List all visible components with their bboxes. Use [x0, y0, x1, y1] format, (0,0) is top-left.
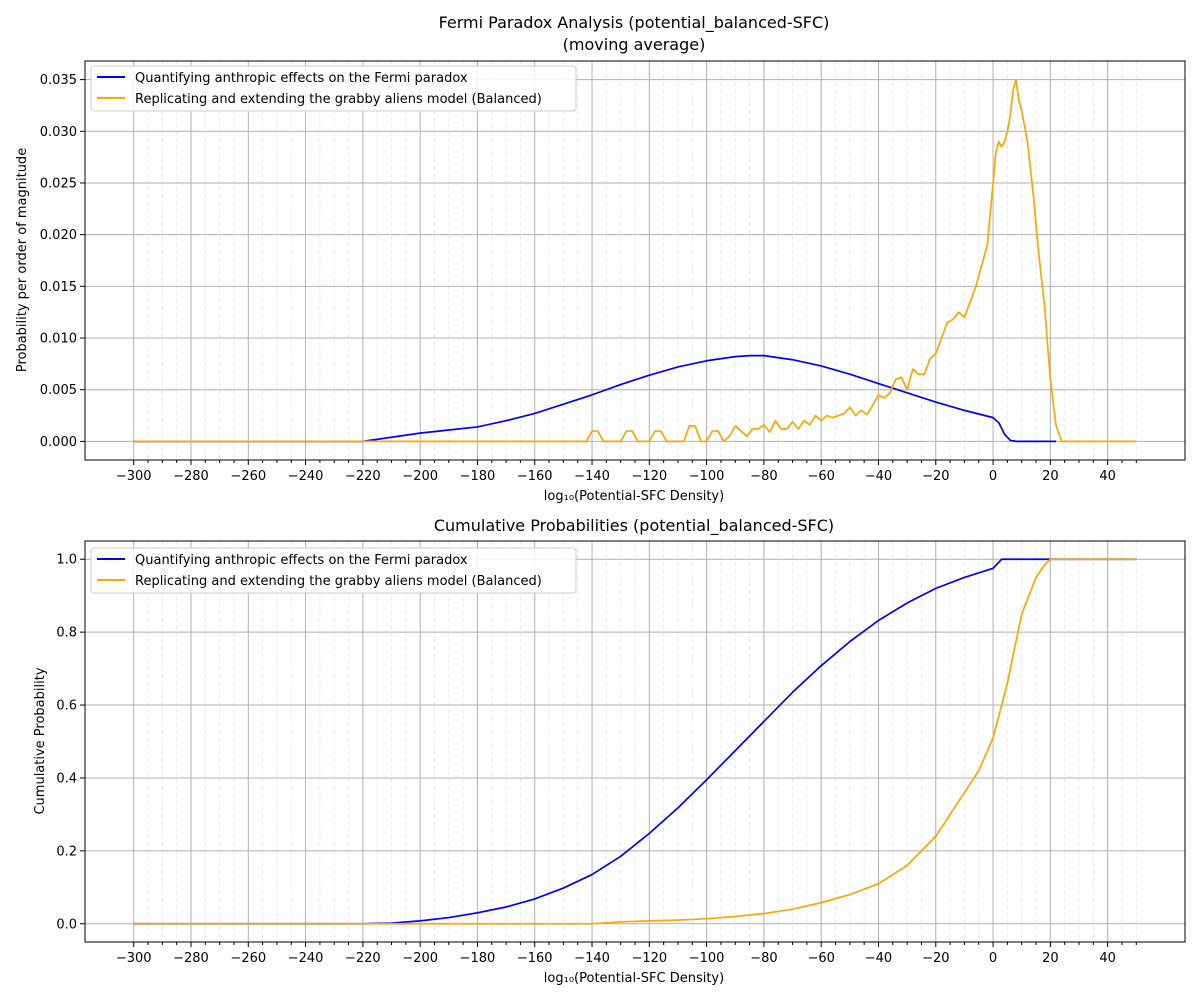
- y-tick-label: 0.030: [40, 125, 77, 140]
- x-tick-label: 0: [989, 951, 997, 966]
- y-tick-label: 0.015: [40, 280, 77, 295]
- major-grid: [85, 541, 1185, 942]
- x-tick-label: −140: [574, 469, 610, 484]
- x-tick-label: 40: [1099, 951, 1116, 966]
- chart-title: Fermi Paradox Analysis (potential_balanc…: [439, 13, 830, 33]
- minor-grid: [147, 61, 1137, 460]
- x-tick-label: −220: [345, 951, 381, 966]
- y-tick-label: 0.035: [40, 73, 77, 88]
- x-tick-label: −300: [116, 951, 152, 966]
- x-tick-label: −120: [631, 469, 667, 484]
- y-tick-label: 0.0: [56, 917, 77, 932]
- x-tick-label: −80: [750, 951, 777, 966]
- x-tick-label: −200: [402, 469, 438, 484]
- series-line-grabby: [133, 558, 1137, 925]
- x-tick-label: −260: [230, 951, 266, 966]
- x-tick-label: −120: [631, 951, 667, 966]
- legend-label-anthropic: Quantifying anthropic effects on the Fer…: [135, 71, 468, 86]
- x-axis-label: log₁₀(Potential-SFC Density): [544, 489, 724, 504]
- y-tick-label: 0.010: [40, 332, 77, 347]
- x-axis: −300 −280 −260 −240 −220 −200 −180 −160 −140 −120…: [116, 460, 1137, 484]
- x-axis-label: log₁₀(Potential-SFC Density): [544, 971, 724, 986]
- y-tick-label: 1.0: [56, 553, 77, 568]
- legend: Quantifying anthropic effects on the Fer…: [90, 65, 577, 112]
- legend-label-anthropic: Quantifying anthropic effects on the Fer…: [135, 553, 468, 568]
- chart-subtitle: (moving average): [563, 35, 706, 54]
- x-tick-label: −140: [574, 951, 610, 966]
- y-axis-label: Probability per order of magnitude: [15, 148, 30, 372]
- x-tick-label: −100: [689, 951, 725, 966]
- legend-frame: [90, 65, 577, 112]
- series-line-anthropic: [133, 558, 1137, 925]
- cumulative-chart: Cumulative Probabilities (potential_bala…: [33, 516, 1186, 986]
- x-tick-label: 40: [1099, 469, 1116, 484]
- x-tick-label: −100: [689, 469, 725, 484]
- legend-label-grabby: Replicating and extending the grabby ali…: [135, 92, 542, 107]
- legend: Quantifying anthropic effects on the Fer…: [90, 547, 577, 594]
- series-line-anthropic: [133, 354, 1057, 443]
- y-tick-label: 0.8: [56, 626, 77, 641]
- x-tick-label: −60: [807, 951, 834, 966]
- x-tick-label: −200: [402, 951, 438, 966]
- series-layer: [133, 78, 1137, 443]
- x-tick-label: 20: [1042, 951, 1059, 966]
- y-tick-label: 0.025: [40, 176, 77, 191]
- y-tick-label: 0.020: [40, 228, 77, 243]
- x-tick-label: −160: [517, 469, 553, 484]
- y-tick-label: 0.4: [56, 771, 77, 786]
- density-chart: Fermi Paradox Analysis (potential_balanc…: [15, 13, 1186, 504]
- x-tick-label: −20: [922, 951, 949, 966]
- y-axis: 0.0 0.2 0.4 0.6 0.8 1.0: [56, 553, 85, 932]
- minor-grid: [147, 541, 1137, 942]
- x-tick-label: −300: [116, 469, 152, 484]
- x-tick-label: −280: [173, 951, 209, 966]
- y-tick-label: 0.2: [56, 844, 77, 859]
- legend-frame: [90, 547, 577, 594]
- x-tick-label: −80: [750, 469, 777, 484]
- x-tick-label: −180: [460, 951, 496, 966]
- x-tick-label: −20: [922, 469, 949, 484]
- x-tick-label: −160: [517, 951, 553, 966]
- y-axis-label: Cumulative Probability: [33, 667, 48, 814]
- x-tick-label: −60: [807, 469, 834, 484]
- x-tick-label: −260: [230, 469, 266, 484]
- chart-title: Cumulative Probabilities (potential_bala…: [434, 516, 834, 536]
- x-axis: −300 −280 −260 −240 −220 −200 −180 −160 −140 −120…: [116, 942, 1137, 966]
- x-tick-label: −240: [288, 951, 324, 966]
- x-tick-label: −180: [460, 469, 496, 484]
- legend-label-grabby: Replicating and extending the grabby ali…: [135, 574, 542, 589]
- x-tick-label: 20: [1042, 469, 1059, 484]
- plot-frame: [84, 540, 1186, 943]
- series-layer: [133, 558, 1137, 925]
- series-line-grabby: [133, 78, 1137, 443]
- y-tick-label: 0.000: [40, 435, 77, 450]
- y-tick-label: 0.6: [56, 699, 77, 714]
- y-axis: 0.000 0.005 0.010 0.015 0.020 0.025 0.030 0.035: [40, 73, 85, 450]
- x-tick-label: −40: [865, 951, 892, 966]
- x-tick-label: −280: [173, 469, 209, 484]
- x-tick-label: −220: [345, 469, 381, 484]
- x-tick-label: −40: [865, 469, 892, 484]
- x-tick-label: −240: [288, 469, 324, 484]
- y-tick-label: 0.005: [40, 383, 77, 398]
- x-tick-label: 0: [989, 469, 997, 484]
